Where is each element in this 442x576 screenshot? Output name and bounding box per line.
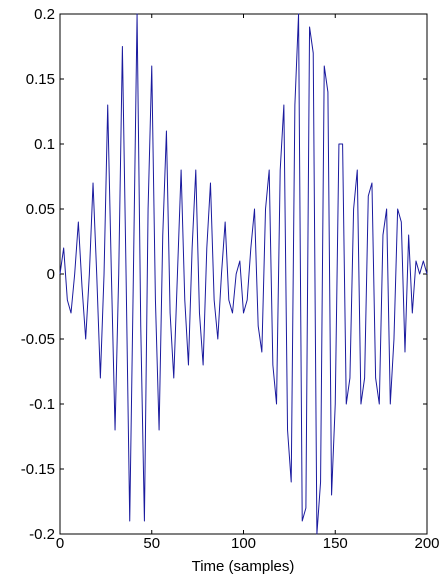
y-tick-label: -0.15 xyxy=(21,461,55,478)
y-tick-label: -0.05 xyxy=(21,331,55,348)
series-group xyxy=(59,13,428,535)
y-tick-label: 0.2 xyxy=(34,6,55,23)
x-tick-label: 150 xyxy=(323,535,348,552)
x-tick-label: 0 xyxy=(56,535,64,552)
series-line xyxy=(59,13,428,535)
x-tick-label: 200 xyxy=(414,535,439,552)
x-tick-label: 50 xyxy=(143,535,160,552)
y-tick-labels: -0.2 -0.15 -0.1 -0.05 0 0.05 0.1 0.15 0.2 xyxy=(21,6,55,543)
y-tick-label: -0.2 xyxy=(29,526,55,543)
plot-area xyxy=(59,13,428,535)
y-tick-label: 0.1 xyxy=(34,136,55,153)
y-tick-label: 0 xyxy=(47,266,55,283)
x-axis-title: Time (samples) xyxy=(192,558,295,575)
x-tick-labels: 0 50 100 150 200 xyxy=(56,535,440,552)
y-tick-label: 0.05 xyxy=(26,201,55,218)
x-tick-label: 100 xyxy=(231,535,256,552)
y-tick-label: -0.1 xyxy=(29,396,55,413)
y-tick-label: 0.15 xyxy=(26,71,55,88)
tick-marks xyxy=(59,13,428,535)
